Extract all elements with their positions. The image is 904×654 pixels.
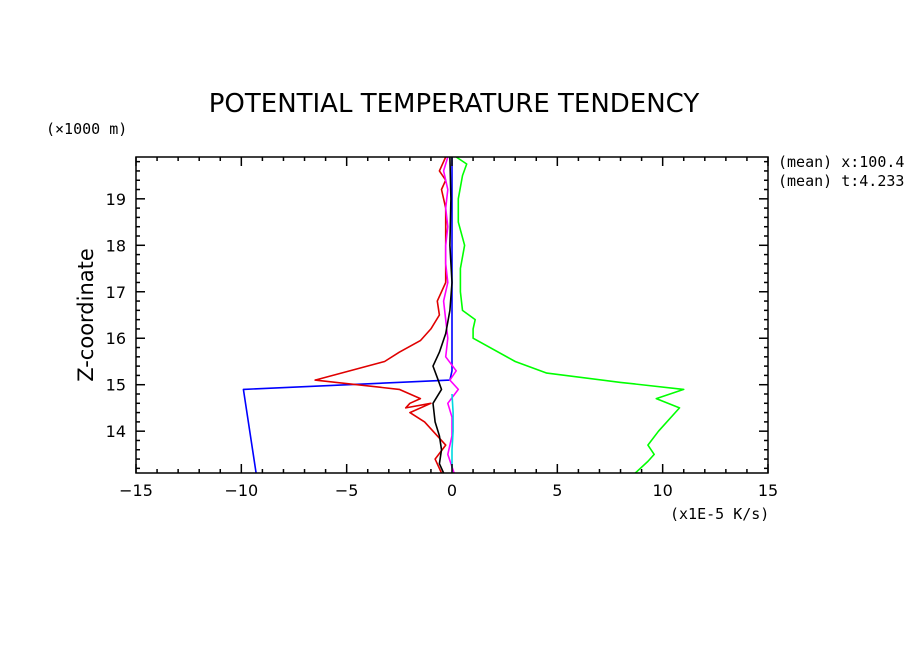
y-tick-label: 19 (106, 190, 126, 209)
x-tick-label: 15 (758, 481, 778, 500)
series-line-3 (315, 157, 446, 473)
plot-area (243, 157, 683, 473)
series-line-6 (433, 157, 452, 473)
annotation-mean-x: (mean) x:100.4 (778, 153, 904, 171)
y-unit-label: (×1000 m) (46, 120, 127, 138)
x-tick-label: −5 (335, 481, 359, 500)
x-tick-label: −15 (119, 481, 153, 500)
x-tick-label: 5 (552, 481, 562, 500)
series-line-2 (243, 157, 452, 473)
x-tick-label: 10 (652, 481, 672, 500)
y-tick-label: 15 (106, 376, 126, 395)
x-tick-label: −10 (224, 481, 258, 500)
x-unit-label: (x1E-5 K/s) (670, 505, 769, 523)
y-axis-label: Z-coordinate (74, 248, 98, 382)
y-tick-label: 16 (106, 329, 126, 348)
y-tick-label: 18 (106, 236, 126, 255)
series-line-1 (456, 157, 684, 473)
y-tick-label: 17 (106, 283, 126, 302)
annotation-mean-t: (mean) t:4.233 (778, 172, 904, 190)
chart-title: POTENTIAL TEMPERATURE TENDENCY (209, 89, 700, 119)
x-tick-label: 0 (447, 481, 457, 500)
y-tick-label: 14 (106, 422, 126, 441)
